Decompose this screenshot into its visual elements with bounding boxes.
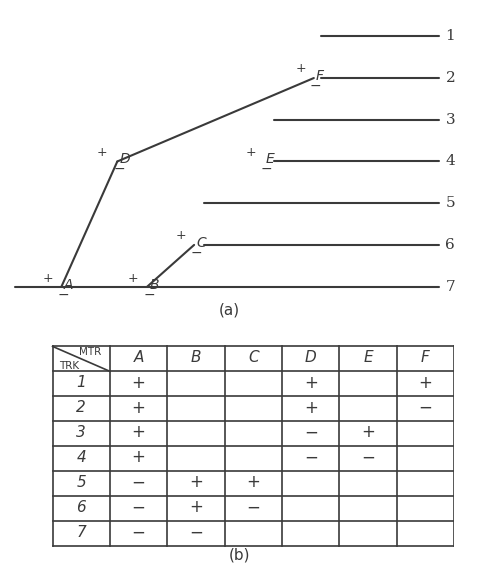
Text: +: + (97, 146, 108, 159)
Text: +: + (246, 473, 261, 491)
Text: +: + (246, 146, 256, 159)
Text: −: − (304, 448, 318, 466)
Text: −: − (418, 399, 433, 416)
Text: −: − (131, 473, 146, 491)
Text: +: + (131, 424, 146, 442)
Text: 2: 2 (76, 400, 86, 415)
Text: A: A (64, 277, 73, 292)
Text: C: C (196, 236, 206, 250)
Text: B: B (149, 277, 159, 292)
Text: (a): (a) (218, 302, 239, 317)
Text: 1: 1 (76, 375, 86, 390)
Text: 1: 1 (445, 29, 455, 43)
Text: E: E (363, 350, 373, 365)
Text: +: + (418, 373, 433, 391)
Text: +: + (189, 473, 203, 491)
Text: −: − (143, 288, 155, 302)
Text: C: C (248, 350, 259, 365)
Text: +: + (131, 399, 146, 416)
Text: D: D (120, 152, 130, 166)
Text: +: + (128, 272, 139, 285)
Text: −: − (361, 448, 375, 466)
Text: F: F (316, 69, 324, 83)
Text: 5: 5 (76, 475, 86, 490)
Text: −: − (58, 288, 69, 302)
Text: 7: 7 (445, 280, 455, 294)
Text: +: + (176, 229, 186, 242)
Text: −: − (131, 523, 146, 541)
Text: +: + (42, 272, 53, 285)
Text: E: E (266, 152, 275, 166)
Text: 2: 2 (445, 71, 455, 85)
Text: +: + (131, 448, 146, 466)
Text: −: − (246, 498, 261, 516)
Text: (b): (b) (228, 547, 250, 562)
Text: +: + (304, 399, 318, 416)
Text: 4: 4 (445, 155, 455, 169)
Text: D: D (305, 350, 316, 365)
Text: −: − (189, 523, 203, 541)
Text: +: + (304, 373, 318, 391)
Text: F: F (421, 350, 430, 365)
Text: A: A (133, 350, 144, 365)
Text: −: − (190, 245, 202, 259)
Text: +: + (295, 63, 306, 76)
Text: TRK: TRK (59, 361, 79, 371)
Text: −: − (310, 78, 322, 92)
Text: 7: 7 (76, 525, 86, 540)
Text: B: B (191, 350, 201, 365)
Text: 6: 6 (445, 238, 455, 252)
Text: MTR: MTR (79, 347, 101, 357)
Text: −: − (113, 162, 125, 176)
Text: +: + (189, 498, 203, 516)
Text: −: − (304, 424, 318, 442)
Text: 4: 4 (76, 450, 86, 465)
Text: +: + (131, 373, 146, 391)
Text: +: + (361, 424, 375, 442)
Text: 5: 5 (445, 196, 455, 210)
Text: 6: 6 (76, 500, 86, 515)
Text: −: − (131, 498, 146, 516)
Text: 3: 3 (76, 425, 86, 440)
Text: −: − (260, 162, 272, 176)
Text: 3: 3 (445, 113, 455, 127)
